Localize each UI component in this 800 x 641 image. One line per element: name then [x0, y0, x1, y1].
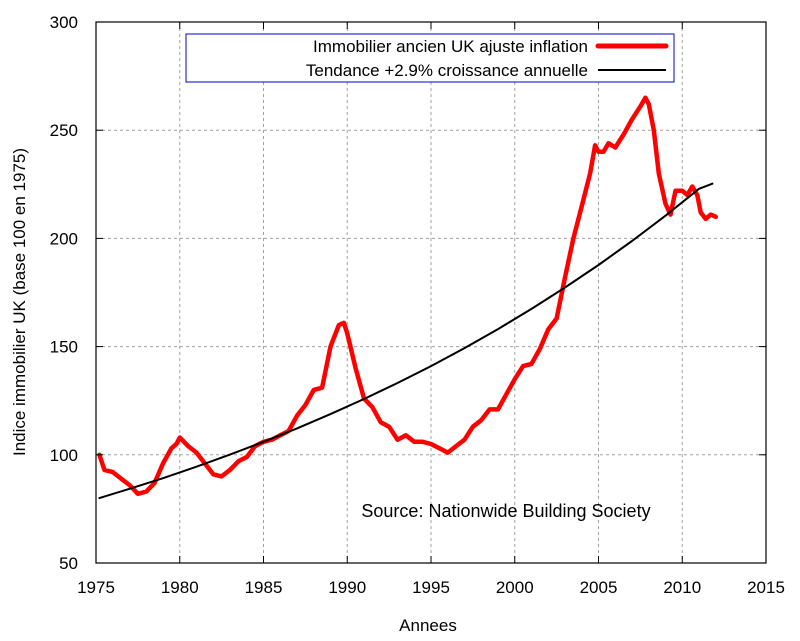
x-tick-label: 1995	[412, 578, 450, 597]
series-line-trend	[98, 182, 714, 500]
x-tick-label: 1990	[328, 578, 366, 597]
y-tick-label: 50	[59, 554, 78, 573]
legend-box	[185, 33, 675, 83]
x-tick-label: 2005	[580, 578, 618, 597]
x-tick-label: 2015	[747, 578, 785, 597]
y-axis-title: Indice immobilier UK (base 100 en 1975)	[10, 148, 29, 456]
x-tick-label: 1975	[77, 578, 115, 597]
legend-label-series-2: Tendance +2.9% croissance annuelle	[306, 61, 588, 80]
y-tick-label: 200	[50, 229, 78, 248]
y-tick-label: 100	[50, 446, 78, 465]
y-tick-label: 300	[50, 13, 78, 32]
series-line-housing-index	[97, 95, 719, 497]
axis-ticks: 1975 1980 1985 1990 1995 2000 2005 2010 2015 50 10…	[50, 13, 785, 597]
x-tick-label: 1985	[245, 578, 283, 597]
y-tick-label: 150	[50, 338, 78, 357]
legend: Immobilier ancien UK ajuste inflation Te…	[185, 33, 675, 83]
source-annotation: Source: Nationwide Building Society	[361, 501, 650, 521]
x-tick-label: 2000	[496, 578, 534, 597]
grid	[96, 22, 766, 563]
x-tick-label: 1980	[161, 578, 199, 597]
x-tick-label: 2010	[663, 578, 701, 597]
y-tick-label: 250	[50, 121, 78, 140]
x-axis-title: Annees	[399, 616, 457, 635]
series-layer	[97, 95, 719, 500]
legend-label-series-1: Immobilier ancien UK ajuste inflation	[313, 37, 588, 56]
